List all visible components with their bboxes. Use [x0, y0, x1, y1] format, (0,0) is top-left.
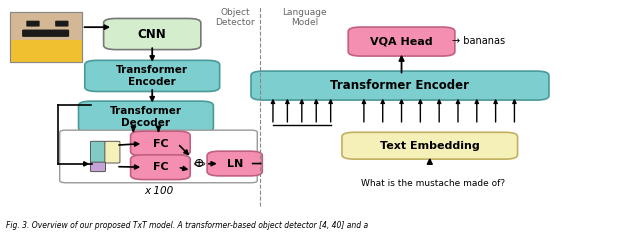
- Text: Fig. 3. Overview of our proposed TxT model. A transformer-based object detector : Fig. 3. Overview of our proposed TxT mod…: [6, 221, 369, 230]
- Text: Transformer Encoder: Transformer Encoder: [330, 79, 470, 92]
- Text: Object
Detector: Object Detector: [216, 8, 255, 27]
- FancyBboxPatch shape: [26, 21, 40, 27]
- FancyBboxPatch shape: [90, 162, 106, 172]
- FancyBboxPatch shape: [79, 101, 213, 132]
- FancyBboxPatch shape: [131, 131, 190, 156]
- FancyBboxPatch shape: [10, 12, 82, 63]
- FancyBboxPatch shape: [105, 141, 120, 163]
- Text: FC: FC: [152, 162, 168, 172]
- FancyBboxPatch shape: [55, 21, 68, 27]
- Text: x 100: x 100: [144, 186, 173, 196]
- FancyBboxPatch shape: [207, 151, 262, 176]
- Circle shape: [195, 162, 205, 166]
- FancyBboxPatch shape: [104, 18, 201, 50]
- Text: FC: FC: [152, 139, 168, 149]
- FancyBboxPatch shape: [251, 71, 549, 100]
- Text: VQA Head: VQA Head: [370, 37, 433, 46]
- Text: Transformer
Encoder: Transformer Encoder: [116, 65, 188, 87]
- Text: CNN: CNN: [138, 28, 166, 41]
- FancyBboxPatch shape: [348, 27, 455, 56]
- FancyBboxPatch shape: [22, 30, 69, 37]
- Text: Language
Model: Language Model: [282, 8, 326, 27]
- Text: → bananas: → bananas: [452, 36, 505, 46]
- Text: What is the mustache made of?: What is the mustache made of?: [361, 179, 505, 188]
- FancyBboxPatch shape: [10, 12, 82, 40]
- FancyBboxPatch shape: [84, 60, 220, 92]
- FancyBboxPatch shape: [131, 155, 190, 180]
- FancyBboxPatch shape: [10, 40, 82, 63]
- Text: Transformer
Decoder: Transformer Decoder: [110, 106, 182, 127]
- FancyBboxPatch shape: [90, 141, 106, 163]
- FancyBboxPatch shape: [342, 132, 518, 159]
- Text: Text Embedding: Text Embedding: [380, 141, 479, 151]
- Text: ⊕: ⊕: [195, 157, 205, 170]
- Text: LN: LN: [227, 159, 243, 169]
- FancyBboxPatch shape: [60, 130, 257, 183]
